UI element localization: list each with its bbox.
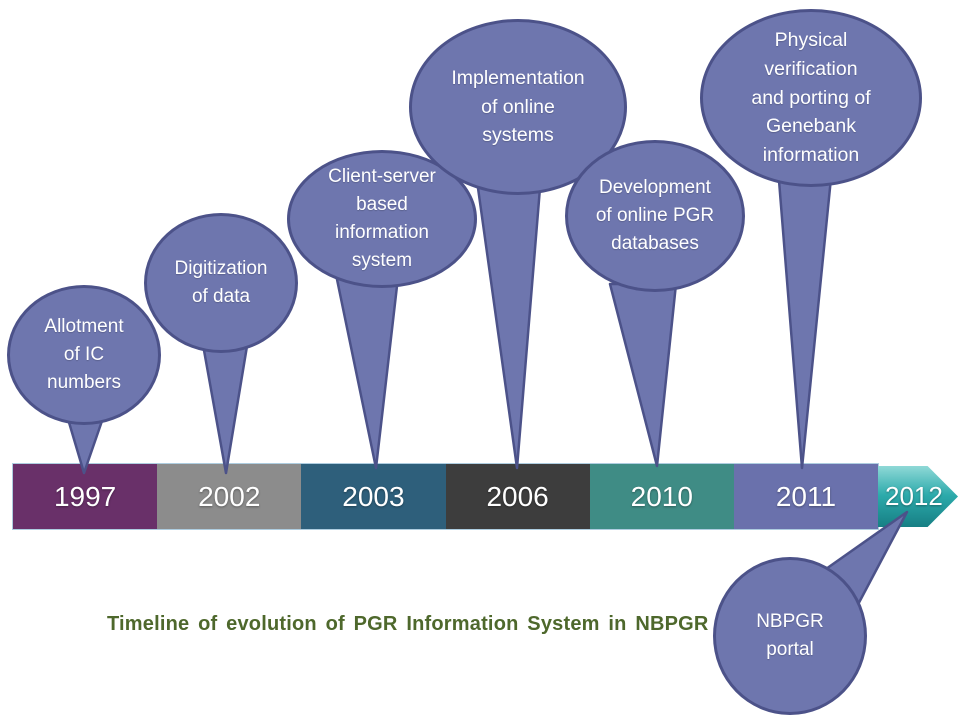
segment-2011: 2011 [733,464,879,529]
balloon-nbpgr-portal: NBPGR portal [713,557,867,715]
tail-2006 [476,186,542,470]
tail-2010 [608,282,678,468]
balloon-label: Digitization of data [174,257,268,307]
balloon-physical-verification-genebank: Physical verification and porting of Gen… [700,9,922,187]
year-label: 2011 [775,480,837,512]
year-label: 2006 [486,480,549,512]
year-label: 2010 [630,480,693,512]
slide-caption: Timeline of evolution of PGR Information… [107,613,709,635]
segment-1997: 1997 [13,464,158,529]
segment-2002: 2002 [157,464,302,529]
balloon-allotment-ic-numbers: Allotment of IC numbers [7,285,161,425]
balloon-label: Implementation of online systems [451,66,585,147]
balloon-label: Physical verification and porting of Gen… [751,28,871,167]
tail-2011 [776,166,834,470]
year-label: 2003 [342,480,405,512]
segment-2003: 2003 [301,464,446,529]
tail-2003 [331,258,402,470]
balloon-label: Development of online PGR databases [595,176,715,255]
balloon-label: Client-server based information system [328,165,436,272]
segment-2010: 2010 [589,464,734,529]
balloon-development-online-pgr-databases: Development of online PGR databases [565,140,745,292]
timeline-bar: 1997 2002 2003 2006 2010 2011 [12,463,879,530]
balloon-label: NBPGR portal [756,610,824,660]
year-label: 2012 [885,481,943,511]
balloon-digitization-of-data: Digitization of data [144,213,298,353]
year-label: 2002 [198,480,261,512]
balloon-label: Allotment of IC numbers [44,315,124,394]
segment-2006: 2006 [445,464,590,529]
year-label: 1997 [53,480,117,512]
